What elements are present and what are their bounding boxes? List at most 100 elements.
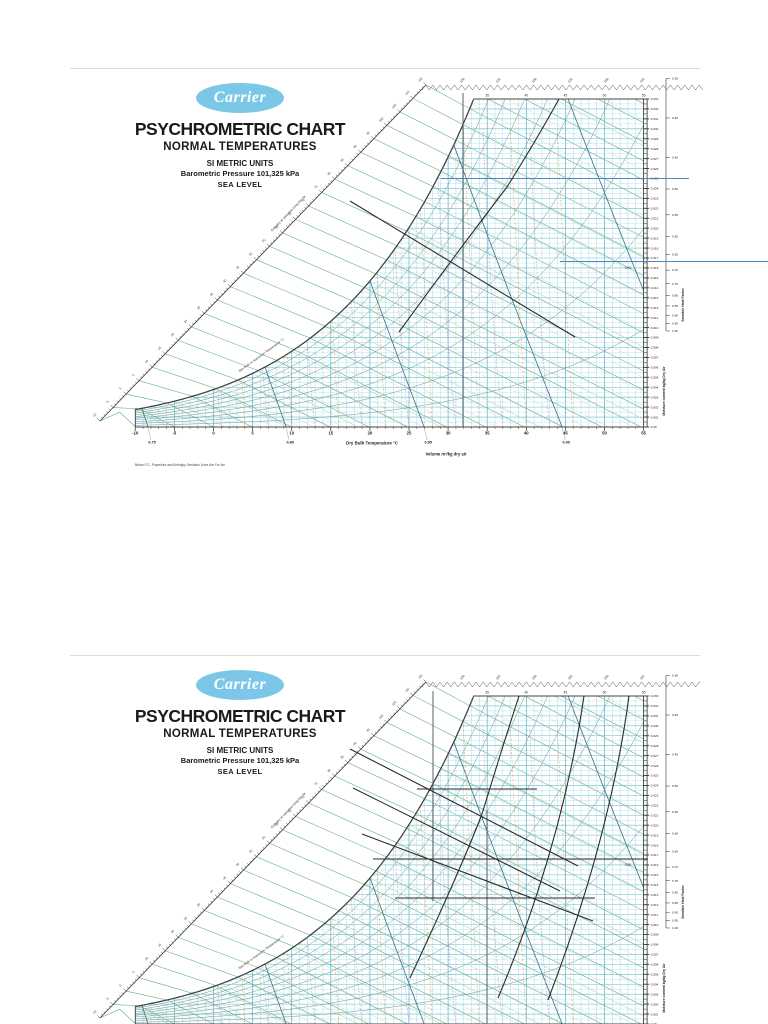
svg-text:0.026: 0.026 xyxy=(651,764,659,768)
svg-text:0.021: 0.021 xyxy=(651,216,659,220)
svg-text:45: 45 xyxy=(564,94,568,98)
svg-text:0.008: 0.008 xyxy=(651,346,659,350)
svg-text:145: 145 xyxy=(639,674,646,681)
svg-text:0: 0 xyxy=(118,983,122,987)
svg-text:0.025: 0.025 xyxy=(651,774,659,778)
svg-text:0.024: 0.024 xyxy=(651,784,659,788)
svg-text:0.011: 0.011 xyxy=(651,316,659,320)
chart-header: Carrier PSYCHROMETRIC CHART NORMAL TEMPE… xyxy=(70,656,410,776)
svg-text:90: 90 xyxy=(352,741,357,746)
svg-text:Sensible Heat Factor: Sensible Heat Factor xyxy=(681,288,685,322)
svg-text:0.90: 0.90 xyxy=(625,863,631,867)
svg-text:0.85: 0.85 xyxy=(672,304,678,308)
pressure-line: Barometric Pressure 101,325 kPa xyxy=(180,756,300,765)
svg-text:-5: -5 xyxy=(105,996,110,1001)
svg-text:0.80: 0.80 xyxy=(672,891,678,895)
svg-text:0.50: 0.50 xyxy=(672,784,678,788)
svg-text:80: 80 xyxy=(326,171,331,176)
svg-text:0: 0 xyxy=(212,431,215,436)
svg-text:30: 30 xyxy=(196,305,201,310)
svg-text:0.016: 0.016 xyxy=(651,266,659,270)
svg-text:0.015: 0.015 xyxy=(651,873,659,877)
svg-text:0.013: 0.013 xyxy=(651,296,659,300)
svg-text:0.026: 0.026 xyxy=(651,167,659,171)
svg-text:55: 55 xyxy=(642,94,646,98)
svg-text:0.009: 0.009 xyxy=(651,336,659,340)
svg-text:0.85: 0.85 xyxy=(424,441,431,445)
svg-text:5: 5 xyxy=(251,431,254,436)
svg-text:0.70: 0.70 xyxy=(672,865,678,869)
svg-text:-10: -10 xyxy=(132,431,139,436)
svg-text:95: 95 xyxy=(366,130,371,135)
svg-text:0.65: 0.65 xyxy=(672,253,678,257)
svg-text:1.00: 1.00 xyxy=(672,329,678,333)
svg-text:0.012: 0.012 xyxy=(651,903,659,907)
document-page-2: -10 -5 0 5 10 15 20 25 30 35 40 45 50 55 60 65 70 75 80 85 9… xyxy=(70,655,700,1024)
svg-text:115: 115 xyxy=(417,673,423,679)
svg-text:40: 40 xyxy=(524,431,529,436)
svg-text:40: 40 xyxy=(524,691,528,695)
svg-text:0.010: 0.010 xyxy=(651,923,659,927)
svg-text:0.004: 0.004 xyxy=(651,385,659,389)
svg-text:0.008: 0.008 xyxy=(651,943,659,947)
svg-text:0.00: 0.00 xyxy=(651,425,657,429)
svg-text:0.020: 0.020 xyxy=(651,823,659,827)
svg-text:130: 130 xyxy=(531,77,538,84)
svg-text:0.60: 0.60 xyxy=(672,234,678,238)
sea-level-line: SEA LEVEL xyxy=(217,180,263,189)
svg-text:Volume m³/kg dry air: Volume m³/kg dry air xyxy=(425,452,466,457)
svg-text:145: 145 xyxy=(639,77,646,84)
svg-text:Dry Bulb Temperature °C: Dry Bulb Temperature °C xyxy=(346,441,399,446)
svg-text:60: 60 xyxy=(274,821,279,826)
svg-text:15: 15 xyxy=(157,345,162,350)
chart-header: Carrier PSYCHROMETRIC CHART NORMAL TEMPE… xyxy=(70,69,410,189)
svg-text:25: 25 xyxy=(407,431,412,436)
svg-text:140: 140 xyxy=(603,77,610,84)
svg-text:0.002: 0.002 xyxy=(651,1002,659,1006)
svg-text:20: 20 xyxy=(368,431,373,436)
chart-title: PSYCHROMETRIC CHART xyxy=(134,119,346,139)
svg-text:0.007: 0.007 xyxy=(651,356,659,360)
svg-text:55: 55 xyxy=(641,431,646,436)
svg-text:0.015: 0.015 xyxy=(651,276,659,280)
svg-text:125: 125 xyxy=(495,77,502,84)
svg-text:0.75: 0.75 xyxy=(672,282,678,286)
svg-text:Moisture content kg/kg Dry: Moisture content kg/kg Dry Air xyxy=(662,366,666,416)
chart-title: PSYCHROMETRIC CHART xyxy=(134,706,346,726)
svg-text:80: 80 xyxy=(326,768,331,773)
svg-text:0.75: 0.75 xyxy=(148,441,155,445)
psychrometric-chart: -10-505101520253035404550556065707580859… xyxy=(91,76,768,467)
svg-text:30: 30 xyxy=(196,902,201,907)
svg-text:0.45: 0.45 xyxy=(672,156,678,160)
svg-text:0: 0 xyxy=(118,386,122,390)
svg-text:-5: -5 xyxy=(105,399,110,404)
svg-text:0.002: 0.002 xyxy=(651,405,659,409)
svg-text:110: 110 xyxy=(404,90,410,96)
svg-text:0.032: 0.032 xyxy=(651,704,659,708)
svg-text:130: 130 xyxy=(531,674,538,681)
svg-text:0.027: 0.027 xyxy=(651,754,659,758)
svg-text:0.40: 0.40 xyxy=(672,116,678,120)
svg-text:120: 120 xyxy=(459,77,466,84)
svg-text:0.013: 0.013 xyxy=(651,893,659,897)
svg-text:-10: -10 xyxy=(91,412,97,418)
svg-text:0.40: 0.40 xyxy=(672,713,678,717)
psychrometric-chart: -10-505101520253035404550556065707580859… xyxy=(91,673,700,1024)
svg-text:85: 85 xyxy=(339,754,344,759)
svg-text:125: 125 xyxy=(495,674,502,681)
svg-text:0.006: 0.006 xyxy=(651,366,659,370)
svg-text:0.95: 0.95 xyxy=(672,322,678,326)
svg-text:0.004: 0.004 xyxy=(651,982,659,986)
svg-text:Sensible Heat Factor: Sensible Heat Factor xyxy=(681,885,685,919)
svg-text:0.70: 0.70 xyxy=(672,268,678,272)
svg-text:0.010: 0.010 xyxy=(651,326,659,330)
carrier-logo: Carrier xyxy=(196,83,284,113)
svg-text:65: 65 xyxy=(287,808,292,813)
svg-text:Below 0°C, Properties and Ent: Below 0°C, Properties and Enthalpy Devia… xyxy=(135,463,225,467)
svg-text:-5: -5 xyxy=(173,431,177,436)
svg-text:10: 10 xyxy=(144,359,149,364)
svg-text:0.45: 0.45 xyxy=(672,753,678,757)
svg-text:70: 70 xyxy=(300,795,305,800)
svg-text:0.007: 0.007 xyxy=(651,953,659,957)
svg-text:0.014: 0.014 xyxy=(651,286,659,290)
